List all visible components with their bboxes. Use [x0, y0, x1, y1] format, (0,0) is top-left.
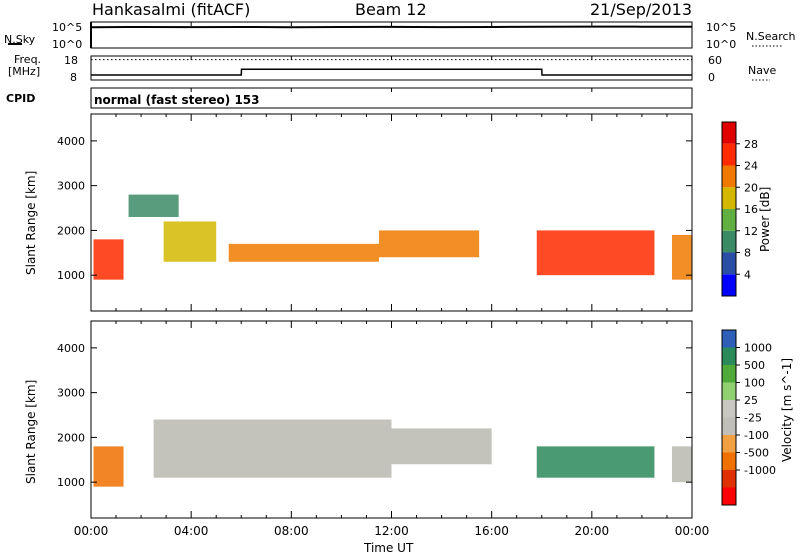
power-colorbar-label-2: 12 [744, 225, 758, 238]
x-tick-label-4: 16:00 [474, 524, 509, 538]
power-colorbar-label-0: 4 [744, 268, 751, 281]
power-colorbar-label-1: 8 [744, 247, 751, 260]
x-tick-label-5: 20:00 [575, 524, 610, 538]
velocity-colorbar-swatch-5 [722, 400, 736, 418]
power-region-3 [228, 243, 379, 262]
station-title: Hankasalmi (fitACF) [92, 0, 251, 19]
power-region-1 [128, 194, 179, 217]
power-colorbar-swatch-0 [722, 274, 736, 296]
velocity-ytick-label-1: 2000 [57, 431, 85, 444]
freq-top-tick: 18 [64, 54, 78, 67]
velocity-colorbar-label-5: -100 [744, 429, 769, 442]
power-region-2 [163, 221, 217, 262]
nsky-bottom-tick: 10^0 [52, 38, 83, 51]
nsearch-top-tick: 10^5 [706, 21, 737, 34]
nsky-label: N.Sky [4, 33, 36, 46]
velocity-region-2 [391, 428, 492, 465]
velocity-colorbar-swatch-6 [722, 382, 736, 400]
power-bg [91, 114, 692, 311]
cpid-label: CPID [6, 92, 36, 105]
velocity-colorbar-swatch-4 [722, 417, 736, 435]
velocity-colorbar-swatch-0 [722, 487, 736, 505]
nave-label: Nave [748, 64, 777, 77]
velocity-region-4 [671, 446, 692, 483]
freq-label-line1: Freq. [14, 53, 42, 66]
power-colorbar-swatch-7 [722, 122, 736, 144]
power-colorbar-swatch-5 [722, 165, 736, 188]
power-colorbar-swatch-2 [722, 230, 736, 253]
power-ytick-label-1: 2000 [57, 224, 85, 237]
velocity-colorbar-label-1: 500 [744, 359, 765, 372]
nave-bottom-tick: 0 [708, 71, 715, 84]
x-tick-label-1: 04:00 [174, 524, 209, 538]
velocity-colorbar-swatch-9 [722, 330, 736, 348]
velocity-region-3 [536, 446, 655, 478]
power-colorbar-swatch-6 [722, 143, 736, 166]
power-ytick-label-3: 4000 [57, 135, 85, 148]
power-ytick-label-2: 3000 [57, 180, 85, 193]
power-region-0 [93, 239, 124, 280]
velocity-panel [90, 320, 693, 519]
velocity-colorbar-label-0: 1000 [744, 342, 772, 355]
x-tick-label-2: 08:00 [274, 524, 309, 538]
velocity-colorbar-swatch-7 [722, 365, 736, 383]
velocity-colorbar-label-3: 25 [744, 394, 758, 407]
date-title: 21/Sep/2013 [590, 0, 693, 19]
velocity-colorbar-swatch-8 [722, 347, 736, 365]
cpid-program: normal (fast stereo) 153 [94, 93, 260, 107]
nsky-series-line [90, 25, 693, 29]
velocity-colorbar-label-4: -25 [744, 412, 762, 425]
power-colorbar-label-4: 20 [744, 181, 758, 194]
velocity-colorbar-swatch-1 [722, 470, 736, 488]
x-tick-label-0: 00:00 [74, 524, 109, 538]
power-colorbar-label-5: 24 [744, 160, 758, 173]
nave-top-tick: 60 [708, 54, 722, 67]
velocity-colorbar-label-7: -1000 [744, 464, 776, 477]
velocity-colorbar-swatch-3 [722, 435, 736, 453]
freq-series-line [91, 68, 692, 76]
velocity-colorbar-label-2: 100 [744, 377, 765, 390]
power-region-4 [378, 230, 480, 258]
power-colorbar-swatch-1 [722, 252, 736, 275]
velocity-region-0 [93, 446, 124, 487]
velocity-colorbar-label-6: -500 [744, 447, 769, 460]
velocity-region-1 [153, 419, 392, 478]
x-axis-label: Time UT [364, 541, 414, 555]
power-colorbar-swatch-3 [722, 209, 736, 231]
beam-title: Beam 12 [355, 0, 427, 19]
velocity-colorbar-swatch-2 [722, 452, 736, 470]
nsearch-bottom-tick: 10^0 [706, 38, 737, 51]
power-colorbar-swatch-4 [722, 187, 736, 209]
power-region-5 [536, 230, 655, 276]
power-colorbar-label-6: 28 [744, 138, 758, 151]
velocity-ytick-label-2: 3000 [57, 387, 85, 400]
freq-label-line2: [MHz] [8, 65, 41, 78]
power-ytick-label-0: 1000 [57, 269, 85, 282]
freq-bottom-tick: 8 [70, 71, 77, 84]
power-region-6 [671, 234, 692, 280]
velocity-ytick-label-0: 1000 [57, 476, 85, 489]
power-panel [90, 113, 693, 312]
nsearch-label: N.Search [746, 30, 796, 43]
x-tick-label-6: 00:00 [675, 524, 710, 538]
x-tick-label-3: 12:00 [374, 524, 409, 538]
power-colorbar-label-3: 16 [744, 203, 758, 216]
velocity-ytick-label-3: 4000 [57, 342, 85, 355]
nsky-top-tick: 10^5 [52, 21, 83, 34]
